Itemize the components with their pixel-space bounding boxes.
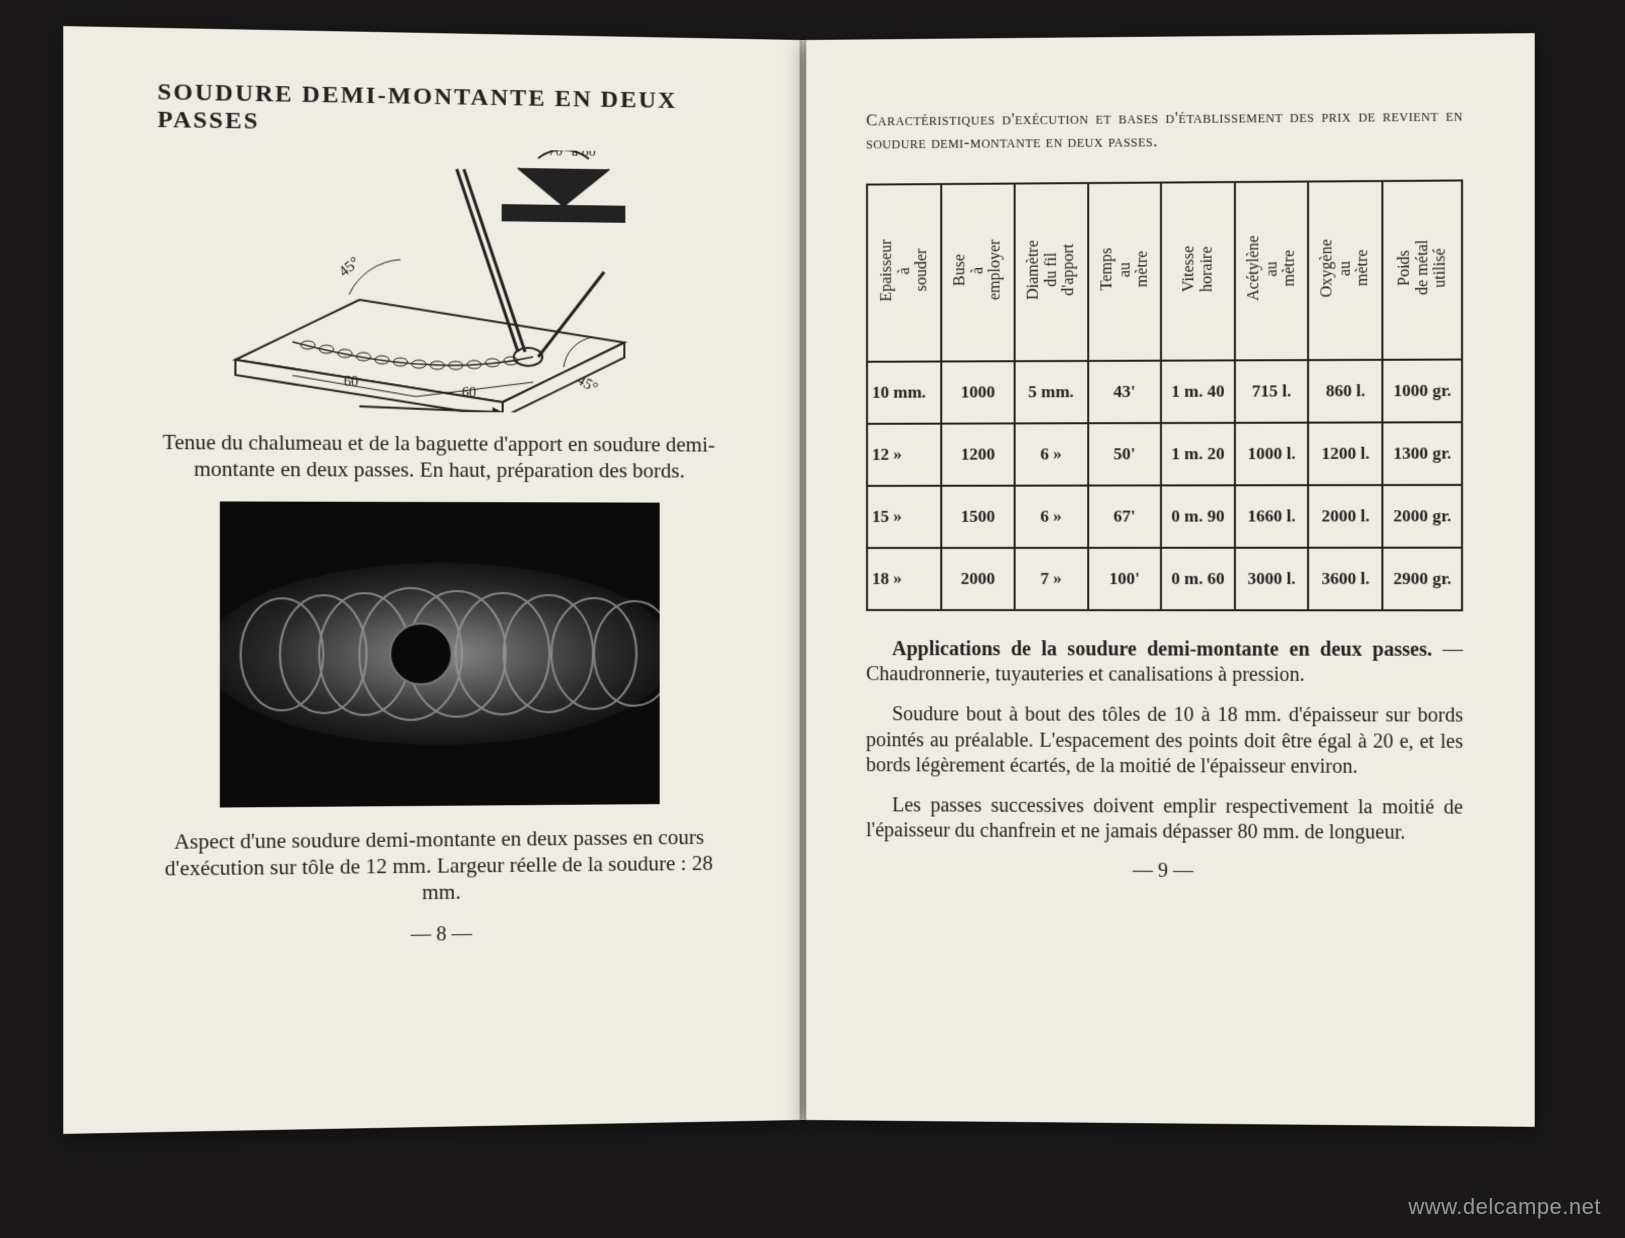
- table-header-0: Epaisseur à souder: [867, 184, 941, 362]
- table-cell-0-1: 1000: [941, 361, 1014, 423]
- para-2: Soudure bout à bout des tôles de 10 à 18…: [866, 702, 1463, 781]
- page-right: Caractéristiques d'exécution et bases d'…: [806, 33, 1535, 1127]
- book-spread: SOUDURE DEMI-MONTANTE EN DEUX PASSES 70°…: [0, 0, 1625, 1238]
- table-cell-3-7: 2900 gr.: [1383, 548, 1462, 611]
- table-header-2: Diamètre du fil d'apport: [1014, 183, 1087, 361]
- table-header-row: Epaisseur à souderBuse à employerDiamètr…: [867, 180, 1462, 361]
- table-cell-3-5: 3000 l.: [1235, 548, 1309, 611]
- table-header-3: Temps au mètre: [1088, 182, 1162, 360]
- right-heading-text: Caractéristiques d'exécution et bases d'…: [866, 106, 1463, 153]
- table-cell-3-6: 3600 l.: [1309, 548, 1383, 611]
- caption-1: Tenue du chalumeau et de la baguette d'a…: [147, 429, 730, 485]
- table-cell-0-3: 43': [1088, 361, 1162, 424]
- table-cell-1-4: 1 m. 20: [1161, 423, 1234, 486]
- table-cell-2-3: 67': [1088, 485, 1162, 547]
- para-1: Applications de la soudure demi-montante…: [866, 637, 1463, 689]
- table-cell-2-4: 0 m. 90: [1161, 485, 1234, 548]
- table-header-1: Buse à employer: [941, 183, 1014, 361]
- caption-2: Aspect d'une soudure demi-montante en de…: [147, 823, 730, 908]
- table-cell-2-7: 2000 gr.: [1383, 485, 1462, 548]
- table-cell-3-2: 7 »: [1014, 548, 1087, 610]
- table-cell-0-0: 10 mm.: [867, 361, 941, 423]
- left-title: SOUDURE DEMI-MONTANTE EN DEUX PASSES: [157, 79, 740, 143]
- table-header-6: Oxygène au mètre: [1309, 181, 1383, 360]
- page-left: SOUDURE DEMI-MONTANTE EN DEUX PASSES 70°…: [63, 26, 800, 1134]
- table-cell-3-4: 0 m. 60: [1161, 548, 1234, 610]
- dim1-label: 60: [344, 374, 358, 390]
- weld-photo: [220, 501, 660, 807]
- table-cell-3-0: 18 »: [867, 548, 941, 610]
- table-row: 12 »12006 »50'1 m. 201000 l.1200 l.1300 …: [867, 422, 1462, 486]
- data-table: Epaisseur à souderBuse à employerDiamètr…: [866, 179, 1463, 611]
- page-number-right: — 9 —: [866, 858, 1463, 884]
- table-cell-2-5: 1660 l.: [1235, 485, 1309, 548]
- table-cell-0-5: 715 l.: [1235, 360, 1309, 423]
- table-cell-0-4: 1 m. 40: [1161, 360, 1234, 423]
- table-cell-3-3: 100': [1088, 548, 1162, 610]
- para-1-lead: Applications de la soudure demi-montante…: [892, 638, 1432, 661]
- table-cell-1-7: 1300 gr.: [1383, 422, 1462, 485]
- table-cell-1-3: 50': [1088, 423, 1162, 486]
- table-cell-2-0: 15 »: [867, 486, 941, 548]
- table-cell-0-2: 5 mm.: [1014, 361, 1087, 424]
- table-row: 15 »15006 »67'0 m. 901660 l.2000 l.2000 …: [867, 485, 1462, 548]
- table-cell-2-1: 1500: [941, 486, 1014, 548]
- table-cell-0-6: 860 l.: [1309, 360, 1383, 423]
- table-cell-0-7: 1000 gr.: [1383, 359, 1462, 422]
- para-3: Les passes successives doivent emplir re…: [866, 793, 1463, 847]
- watermark: www.delcampe.net: [1408, 1194, 1601, 1220]
- right-heading: Caractéristiques d'exécution et bases d'…: [866, 105, 1463, 156]
- table-cell-1-0: 12 »: [867, 424, 941, 486]
- table-row: 18 »20007 »100'0 m. 603000 l.3600 l.2900…: [867, 548, 1462, 611]
- angle-groove-label: 70° à 80°: [548, 145, 601, 160]
- table-cell-1-6: 1200 l.: [1309, 422, 1383, 485]
- table-header-4: Vitesse horaire: [1161, 182, 1234, 361]
- table-body: 10 mm.10005 mm.43'1 m. 40715 l.860 l.100…: [867, 359, 1462, 610]
- table-header-5: Acétylène au mètre: [1235, 181, 1309, 360]
- weld-diagram: 70° à 80°: [194, 145, 685, 413]
- dim2-label: 60: [462, 385, 476, 401]
- table-cell-1-5: 1000 l.: [1235, 423, 1309, 486]
- table-row: 10 mm.10005 mm.43'1 m. 40715 l.860 l.100…: [867, 359, 1462, 423]
- table-cell-1-1: 1200: [941, 423, 1014, 485]
- table-cell-2-6: 2000 l.: [1309, 485, 1383, 548]
- angle-torch-label: 45°: [335, 254, 363, 281]
- table-cell-3-1: 2000: [941, 548, 1014, 610]
- page-number-left: — 8 —: [137, 920, 740, 951]
- table-cell-2-2: 6 »: [1014, 485, 1087, 547]
- table-header-7: Poids de métal utilisé: [1383, 180, 1462, 359]
- table-cell-1-2: 6 »: [1014, 423, 1087, 485]
